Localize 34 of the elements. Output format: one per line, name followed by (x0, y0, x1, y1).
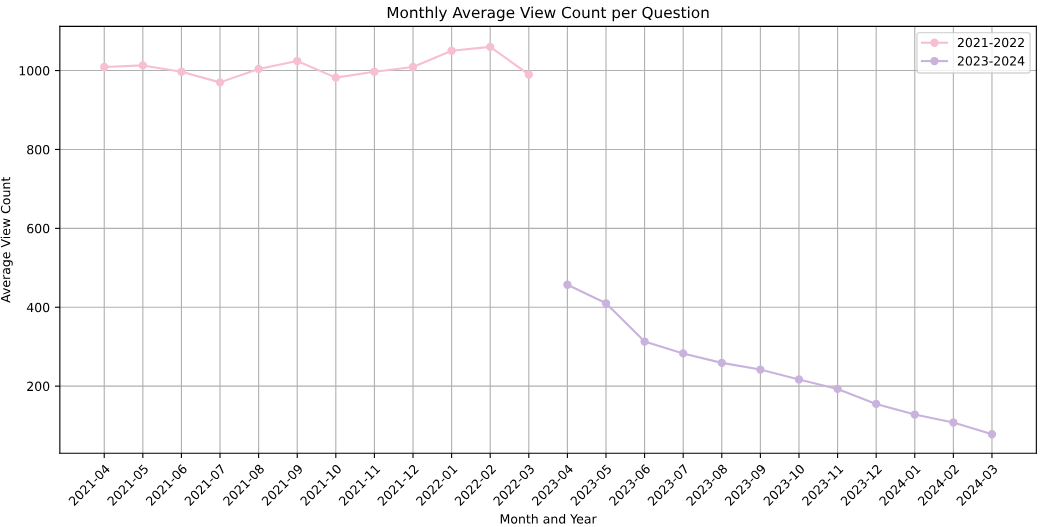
point (177, 67, 186, 76)
point (910, 410, 919, 419)
point (524, 70, 533, 79)
point (640, 337, 649, 346)
point (949, 418, 958, 427)
point (447, 46, 456, 55)
point (215, 78, 225, 87)
legend-label: 2023-2024 (957, 56, 1025, 66)
x-axis-title: Month and Year (500, 513, 597, 524)
point (987, 430, 997, 439)
point (486, 42, 495, 52)
point (794, 375, 804, 384)
point (833, 384, 842, 394)
point (331, 73, 340, 82)
point (601, 299, 611, 308)
chart-title: Monthly Average View Count per Question (387, 6, 709, 22)
point (254, 64, 263, 74)
y-tick-label: 600 (27, 223, 50, 234)
point (370, 67, 379, 76)
y-tick-label: 1000 (19, 66, 50, 76)
point (138, 61, 148, 70)
point (717, 358, 726, 368)
y-tick-label: 200 (27, 381, 50, 392)
y-tick-label: 400 (26, 302, 50, 313)
point (293, 56, 302, 66)
point (408, 62, 418, 72)
point (563, 280, 572, 289)
point (872, 399, 881, 409)
y-axis-title: Average View Count (0, 177, 13, 303)
y-tick-label: 800 (27, 144, 50, 155)
point (100, 62, 109, 72)
legend-label: 2021-2022 (957, 37, 1024, 48)
point (756, 365, 765, 374)
point (679, 349, 688, 358)
